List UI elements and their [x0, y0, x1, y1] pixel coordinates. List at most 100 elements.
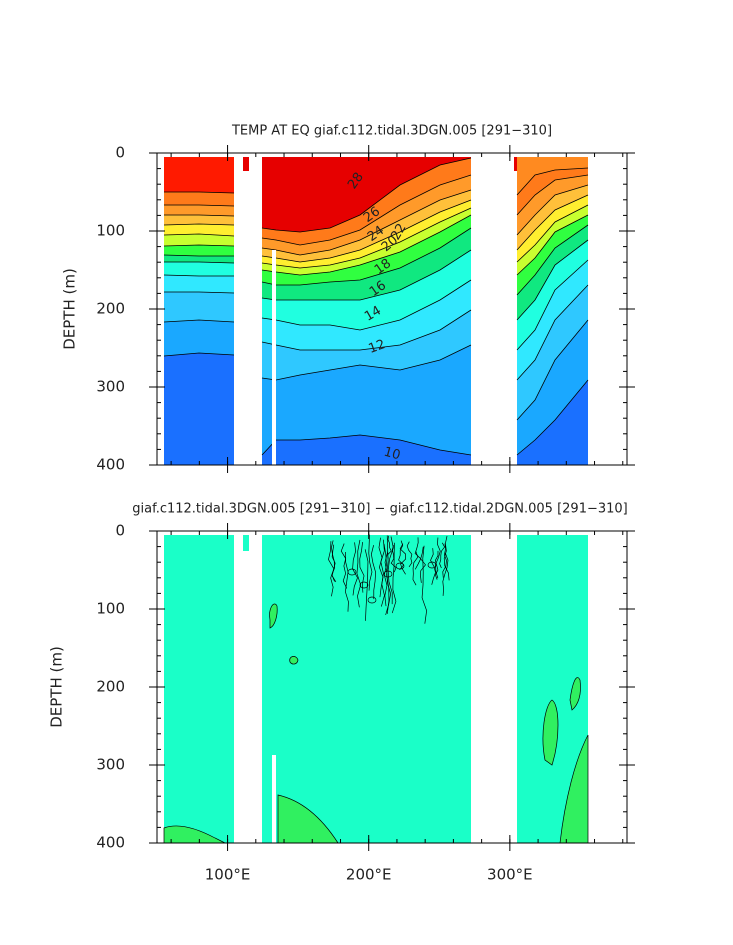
- y-tick-label: 0: [115, 522, 125, 540]
- contour-line: [435, 537, 441, 579]
- contour-line: [414, 537, 422, 570]
- contour-line: [516, 194, 589, 251]
- contour-line: [368, 534, 373, 591]
- contour-line: [378, 537, 384, 598]
- contour-line: [516, 167, 589, 196]
- contour-line: [359, 581, 369, 589]
- contour-line: [399, 543, 407, 575]
- contour-line: [261, 199, 472, 263]
- contour-line: [516, 239, 589, 321]
- y-tick-label: 300: [96, 756, 125, 774]
- contour-label: 22: [388, 221, 409, 243]
- contour-line: [427, 561, 437, 569]
- contour-line: [442, 552, 449, 596]
- contour-line: [261, 344, 472, 381]
- contour-line: [163, 233, 235, 237]
- contour-line: [371, 545, 376, 600]
- land-mask: [272, 250, 276, 465]
- contour-line: [516, 259, 589, 351]
- contour-line: [163, 223, 235, 226]
- contour-fill: [559, 734, 589, 844]
- contour-line: [516, 284, 589, 381]
- contour-label: 12: [367, 337, 388, 357]
- contour-line: [443, 536, 450, 581]
- contour-fill: [277, 794, 339, 844]
- contour-line: [164, 261, 235, 264]
- contour-line: [383, 570, 393, 578]
- contour-line: [261, 157, 472, 233]
- contour-line: [163, 254, 234, 257]
- y-tick-label: 100: [96, 222, 125, 240]
- contour-line: [386, 535, 390, 614]
- y-tick-label: 300: [96, 378, 125, 396]
- contour-line: [164, 291, 235, 294]
- contour-line: [395, 562, 405, 570]
- contour-line: [164, 191, 235, 194]
- contour-fill: [517, 157, 588, 195]
- contour-line: [516, 379, 589, 456]
- contour-line: [261, 434, 472, 456]
- x-tick-label: 200°E: [346, 866, 392, 884]
- contour-line: [439, 542, 446, 569]
- contour-fill: [289, 656, 299, 665]
- y-tick-label: 400: [96, 834, 125, 852]
- contour-line: [261, 309, 472, 351]
- contour-line: [412, 551, 419, 586]
- x-tick-label: 100°E: [205, 866, 251, 884]
- contour-line: [163, 274, 234, 277]
- contour-line: [380, 539, 385, 607]
- contour-line: [345, 551, 349, 612]
- contour-line: [261, 227, 472, 286]
- contour-fill: [262, 157, 471, 232]
- contour-label: 14: [362, 303, 384, 324]
- contour-line: [163, 319, 235, 323]
- contour-line: [387, 536, 394, 605]
- contour-fill: [243, 535, 249, 551]
- contour-line: [356, 539, 362, 608]
- contour-line: [261, 174, 472, 246]
- contour-line: [367, 596, 377, 604]
- contour-line: [406, 541, 413, 568]
- contour-fill: [269, 603, 278, 629]
- y-axis-label: DEPTH (m): [61, 268, 79, 350]
- contour-line: [421, 545, 427, 624]
- contour-fill: [163, 825, 226, 844]
- contour-line: [516, 184, 589, 236]
- land-mask: [272, 755, 276, 843]
- contour-line: [261, 207, 472, 269]
- contour-line: [434, 550, 439, 580]
- contour-line: [347, 568, 357, 576]
- contour-line: [340, 543, 348, 589]
- contour-line: [331, 544, 336, 582]
- contour-line: [163, 244, 235, 247]
- contour-line: [261, 279, 472, 331]
- contour-line: [516, 174, 589, 216]
- contour-line: [261, 214, 472, 276]
- contour-fill: [262, 535, 471, 843]
- contour-fill: [164, 157, 234, 193]
- chart-title: TEMP AT EQ giaf.c112.tidal.3DGN.005 [291…: [231, 124, 552, 139]
- y-tick-label: 200: [96, 300, 125, 318]
- y-tick-label: 0: [115, 144, 125, 162]
- chart-title: giaf.c112.tidal.3DGN.005 [291−310] − gia…: [132, 502, 628, 517]
- contour-line: [164, 204, 235, 207]
- contour-line: [516, 319, 589, 421]
- contour-line: [164, 214, 235, 217]
- contour-line: [384, 551, 392, 616]
- contour-fill: [569, 677, 581, 711]
- contour-line: [163, 352, 235, 357]
- contour-line: [261, 249, 472, 301]
- contour-line: [516, 204, 589, 263]
- contour-fill: [243, 157, 249, 171]
- y-tick-label: 400: [96, 456, 125, 474]
- y-tick-label: 200: [96, 678, 125, 696]
- contour-fill: [514, 157, 517, 171]
- contour-line: [391, 542, 397, 614]
- contour-line: [430, 548, 436, 585]
- contour-label: 10: [382, 445, 402, 464]
- contour-fill: [542, 699, 559, 766]
- contour-line: [364, 549, 369, 621]
- contour-line: [516, 214, 589, 276]
- y-tick-label: 100: [96, 600, 125, 618]
